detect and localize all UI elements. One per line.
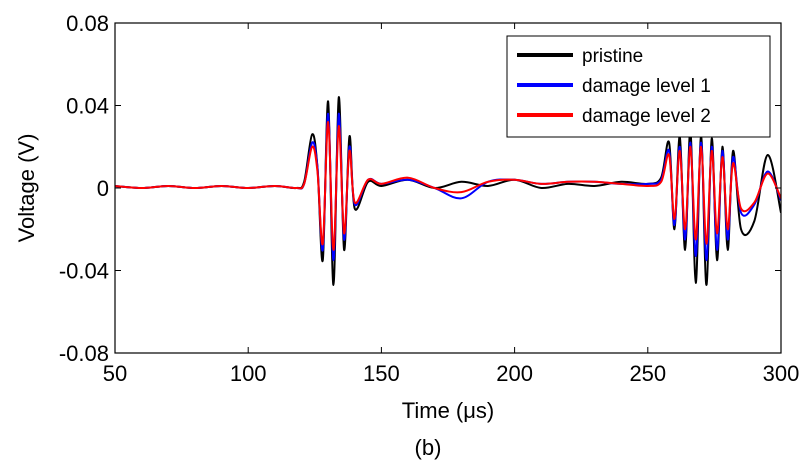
x-tick-label: 100 xyxy=(230,361,267,386)
x-tick-label: 300 xyxy=(763,361,800,386)
x-axis-label: Time (μs) xyxy=(402,398,495,423)
series-layer xyxy=(115,96,781,286)
legend: pristine damage level 1 damage level 2 xyxy=(506,35,771,138)
figure-caption: (b) xyxy=(415,435,442,460)
x-tick-label: 250 xyxy=(629,361,666,386)
y-tick-label: -0.08 xyxy=(59,341,109,366)
legend-label: pristine xyxy=(582,46,643,67)
y-axis-label: Voltage (V) xyxy=(14,134,39,243)
y-tick-label: 0 xyxy=(97,176,109,201)
x-tick-label: 150 xyxy=(363,361,400,386)
x-tick-label: 200 xyxy=(496,361,533,386)
y-tick-label: -0.04 xyxy=(59,259,109,284)
y-tick-label: 0.04 xyxy=(66,94,109,119)
legend-label: damage level 2 xyxy=(582,106,711,127)
x-tick-label: 50 xyxy=(103,361,127,386)
legend-items: pristine damage level 1 damage level 2 xyxy=(517,46,711,127)
series-line-3 xyxy=(115,120,781,251)
y-tick-label: 0.08 xyxy=(66,11,109,36)
ticks-layer: 50 100 150 200 250 300 -0.08 -0.04 0 0.04 0.08 xyxy=(59,11,800,386)
legend-label: damage level 1 xyxy=(582,76,711,97)
